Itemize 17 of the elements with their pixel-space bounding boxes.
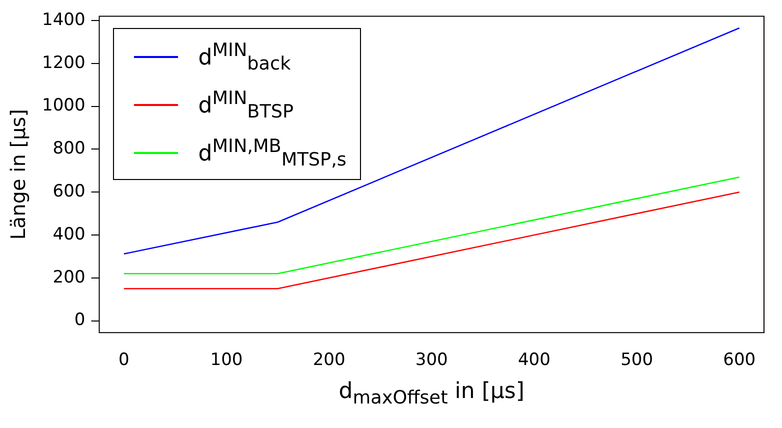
y-tick-label: 200 [52,267,86,288]
y-tick-label: 400 [52,224,86,244]
x-tick-label: 400 [518,350,550,370]
x-axis-title: d$_{maxOffset}$ in [µs] [338,379,526,408]
y-tick-label: 800 [52,138,86,159]
x-tick-label: 600 [723,350,756,370]
x-tick-label: 200 [312,350,346,370]
x-tick-label: 0 [118,350,130,370]
y-tick-label: 1200 [42,52,86,73]
x-tick-label: 300 [415,350,448,370]
y-tick-label: 1000 [42,96,86,116]
y-tick-label: 0 [74,310,86,330]
y-axis-title: Länge in [µs] [6,109,30,240]
x-tick-label: 100 [210,350,243,370]
x-tick-label: 500 [620,350,654,370]
y-tick-label: 1400 [42,10,86,30]
y-tick-label: 600 [52,182,86,202]
